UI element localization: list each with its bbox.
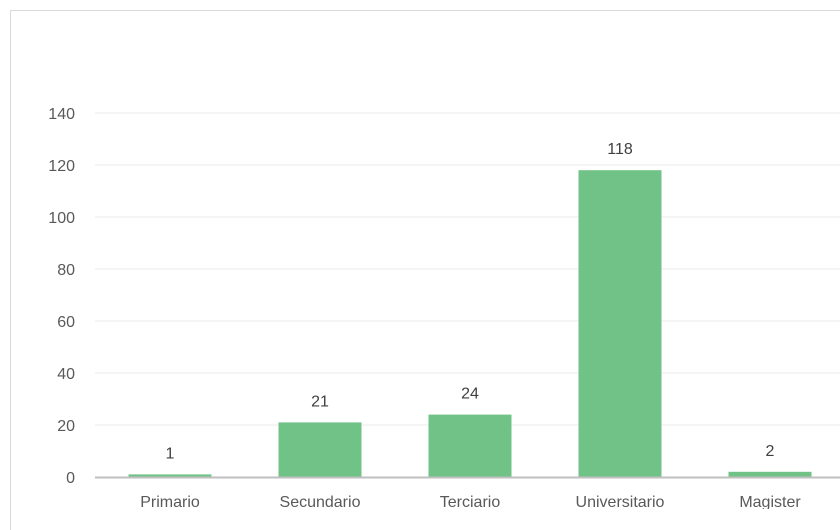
data-label: 2	[766, 443, 775, 460]
y-tick-label: 0	[66, 470, 75, 487]
gridlines	[95, 112, 840, 426]
category-label: Universitario	[576, 494, 665, 509]
x-axis-category-labels: Primario Secundario Terciario Universitario…	[140, 494, 801, 509]
bar-secundario	[278, 422, 362, 477]
category-label: Secundario	[280, 494, 361, 509]
y-tick-label: 60	[57, 314, 75, 331]
category-label: Magister	[739, 494, 801, 509]
bar-chart: 0 20 40 60 80 100 120 140 1 21 24 118 2 Primario Sec…	[48, 106, 840, 509]
data-label: 21	[311, 393, 329, 410]
y-axis-tick-labels: 0 20 40 60 80 100 120 140	[48, 106, 75, 487]
y-tick-label: 120	[48, 158, 75, 175]
data-label: 1	[166, 445, 175, 462]
bar-terciario	[428, 414, 512, 477]
bar-primario	[128, 474, 212, 477]
category-label: Primario	[140, 494, 200, 509]
bar-magister	[728, 471, 812, 477]
data-label: 118	[607, 141, 633, 158]
y-tick-label: 80	[57, 262, 75, 279]
y-tick-label: 20	[57, 418, 75, 435]
y-tick-label: 40	[57, 366, 75, 383]
bar-universitario	[578, 170, 662, 477]
data-label: 24	[461, 386, 479, 403]
chart-frame	[10, 10, 840, 530]
category-label: Terciario	[440, 494, 501, 509]
y-tick-label: 140	[48, 106, 75, 123]
bars	[128, 170, 812, 477]
data-labels: 1 21 24 118 2	[166, 141, 775, 462]
y-tick-label: 100	[48, 210, 75, 227]
